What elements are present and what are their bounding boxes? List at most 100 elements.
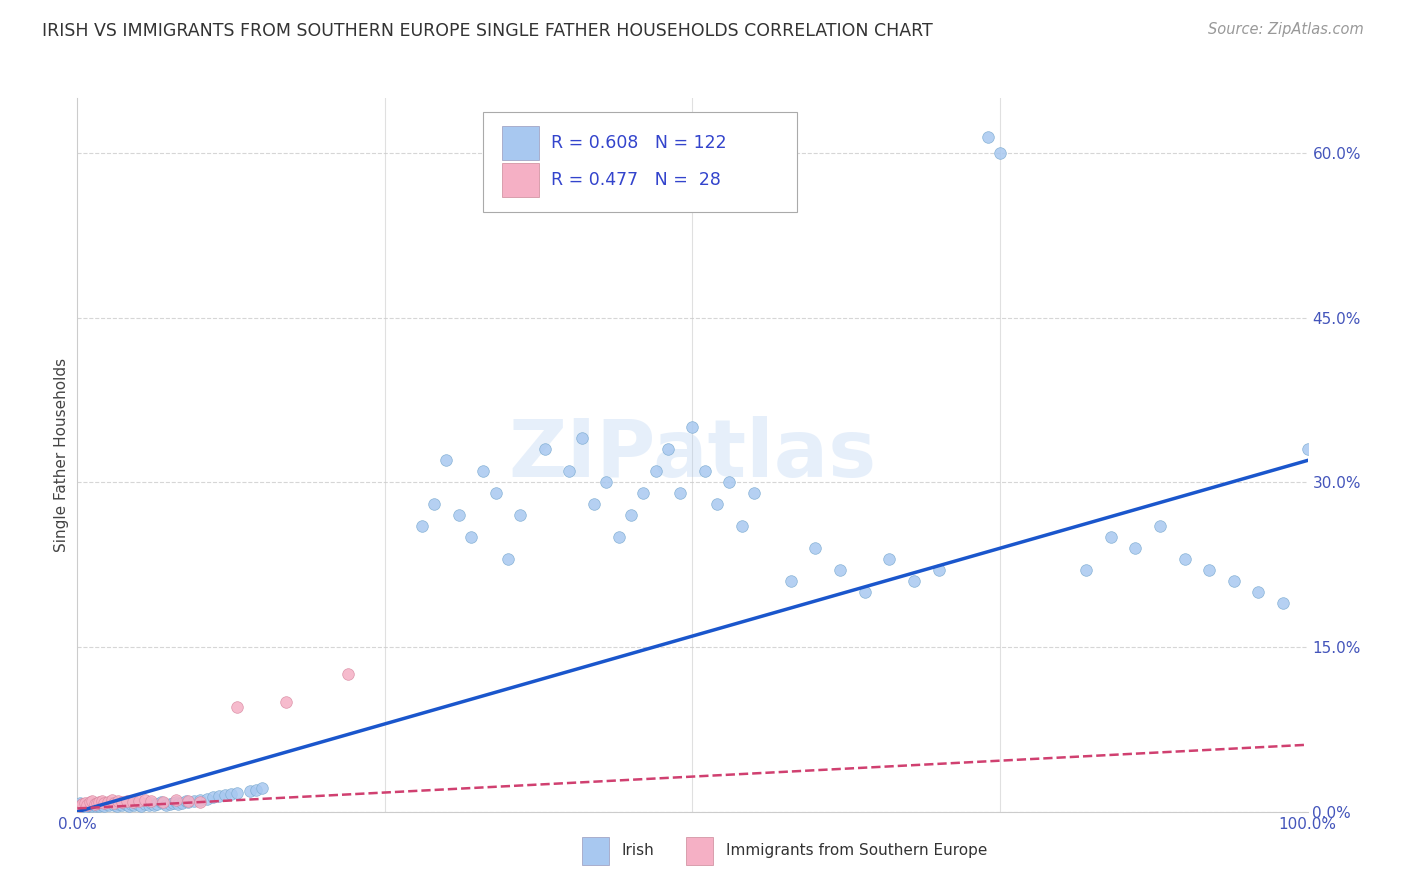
Point xyxy=(73,799,96,814)
Point xyxy=(170,796,193,810)
Point xyxy=(79,797,101,811)
FancyBboxPatch shape xyxy=(502,126,538,161)
Point xyxy=(177,795,200,809)
Point xyxy=(188,792,212,806)
Point xyxy=(152,796,174,810)
Point xyxy=(152,795,174,809)
Point xyxy=(607,530,630,544)
Point xyxy=(84,799,107,814)
Point xyxy=(146,797,169,811)
Point xyxy=(69,799,91,814)
Point xyxy=(1247,585,1270,599)
Text: R = 0.608   N = 122: R = 0.608 N = 122 xyxy=(551,134,727,152)
Point xyxy=(558,464,581,478)
Point xyxy=(276,695,298,709)
Point xyxy=(460,530,482,544)
Y-axis label: Single Father Households: Single Father Households xyxy=(53,358,69,552)
Point xyxy=(82,794,104,808)
Point xyxy=(141,794,163,808)
Point xyxy=(534,442,557,457)
Point xyxy=(250,780,273,795)
Point xyxy=(903,574,925,589)
Text: Immigrants from Southern Europe: Immigrants from Southern Europe xyxy=(725,844,987,858)
Point xyxy=(96,797,118,811)
Point xyxy=(644,464,666,478)
FancyBboxPatch shape xyxy=(686,838,713,864)
Point xyxy=(118,799,141,814)
Point xyxy=(183,794,205,808)
Point xyxy=(879,552,901,566)
Point xyxy=(214,789,236,803)
Point xyxy=(1223,574,1246,589)
Point xyxy=(1272,596,1295,610)
Point xyxy=(208,789,231,804)
Point xyxy=(97,795,120,809)
Text: ZIPatlas: ZIPatlas xyxy=(509,416,876,494)
Point xyxy=(219,787,242,801)
Point xyxy=(128,794,150,808)
Point xyxy=(928,563,950,577)
Point xyxy=(226,786,249,800)
Point xyxy=(134,792,156,806)
Point xyxy=(111,795,132,809)
Point xyxy=(436,453,458,467)
Point xyxy=(1198,563,1220,577)
Point xyxy=(485,486,508,500)
Point xyxy=(108,797,131,811)
Point xyxy=(472,464,495,478)
Point xyxy=(1174,552,1197,566)
Point xyxy=(90,794,114,808)
Point xyxy=(90,798,114,813)
Point xyxy=(167,797,190,811)
Point xyxy=(731,519,754,533)
Point xyxy=(89,795,111,809)
Point xyxy=(76,798,98,813)
Point xyxy=(155,798,177,813)
Point xyxy=(706,497,728,511)
Point xyxy=(75,800,97,814)
Point xyxy=(69,796,91,810)
Point xyxy=(93,799,115,814)
Point xyxy=(780,574,803,589)
Point xyxy=(633,486,655,500)
Point xyxy=(830,563,852,577)
Text: R = 0.477   N =  28: R = 0.477 N = 28 xyxy=(551,171,721,189)
Point xyxy=(657,442,679,457)
Point xyxy=(82,797,104,811)
Point xyxy=(718,475,741,490)
Point xyxy=(201,790,224,805)
Point xyxy=(571,432,593,446)
Point xyxy=(669,486,692,500)
Point xyxy=(496,552,519,566)
Point xyxy=(111,798,132,813)
Point xyxy=(86,796,108,810)
Text: Source: ZipAtlas.com: Source: ZipAtlas.com xyxy=(1208,22,1364,37)
Point xyxy=(142,798,165,813)
Point xyxy=(79,795,101,809)
Point xyxy=(101,796,124,810)
FancyBboxPatch shape xyxy=(484,112,797,212)
Point xyxy=(411,519,433,533)
Point xyxy=(112,796,135,810)
Point xyxy=(90,797,112,811)
Point xyxy=(103,798,125,813)
Point xyxy=(595,475,617,490)
Point xyxy=(509,508,531,523)
Point xyxy=(80,798,103,813)
Point xyxy=(337,667,360,681)
Point xyxy=(125,796,148,810)
Point xyxy=(693,464,716,478)
Point xyxy=(165,795,187,809)
Point xyxy=(83,797,105,811)
Point xyxy=(195,791,218,805)
Point xyxy=(423,497,446,511)
Point xyxy=(76,798,98,813)
Text: Irish: Irish xyxy=(621,844,654,858)
Point xyxy=(70,797,93,811)
Point xyxy=(159,797,181,811)
Point xyxy=(105,799,128,814)
Point xyxy=(129,799,153,814)
Point xyxy=(93,796,115,810)
Point xyxy=(72,798,94,813)
Point xyxy=(682,420,704,434)
